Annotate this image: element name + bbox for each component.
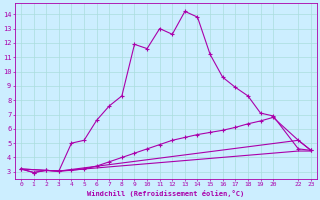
X-axis label: Windchill (Refroidissement éolien,°C): Windchill (Refroidissement éolien,°C) [87, 190, 244, 197]
